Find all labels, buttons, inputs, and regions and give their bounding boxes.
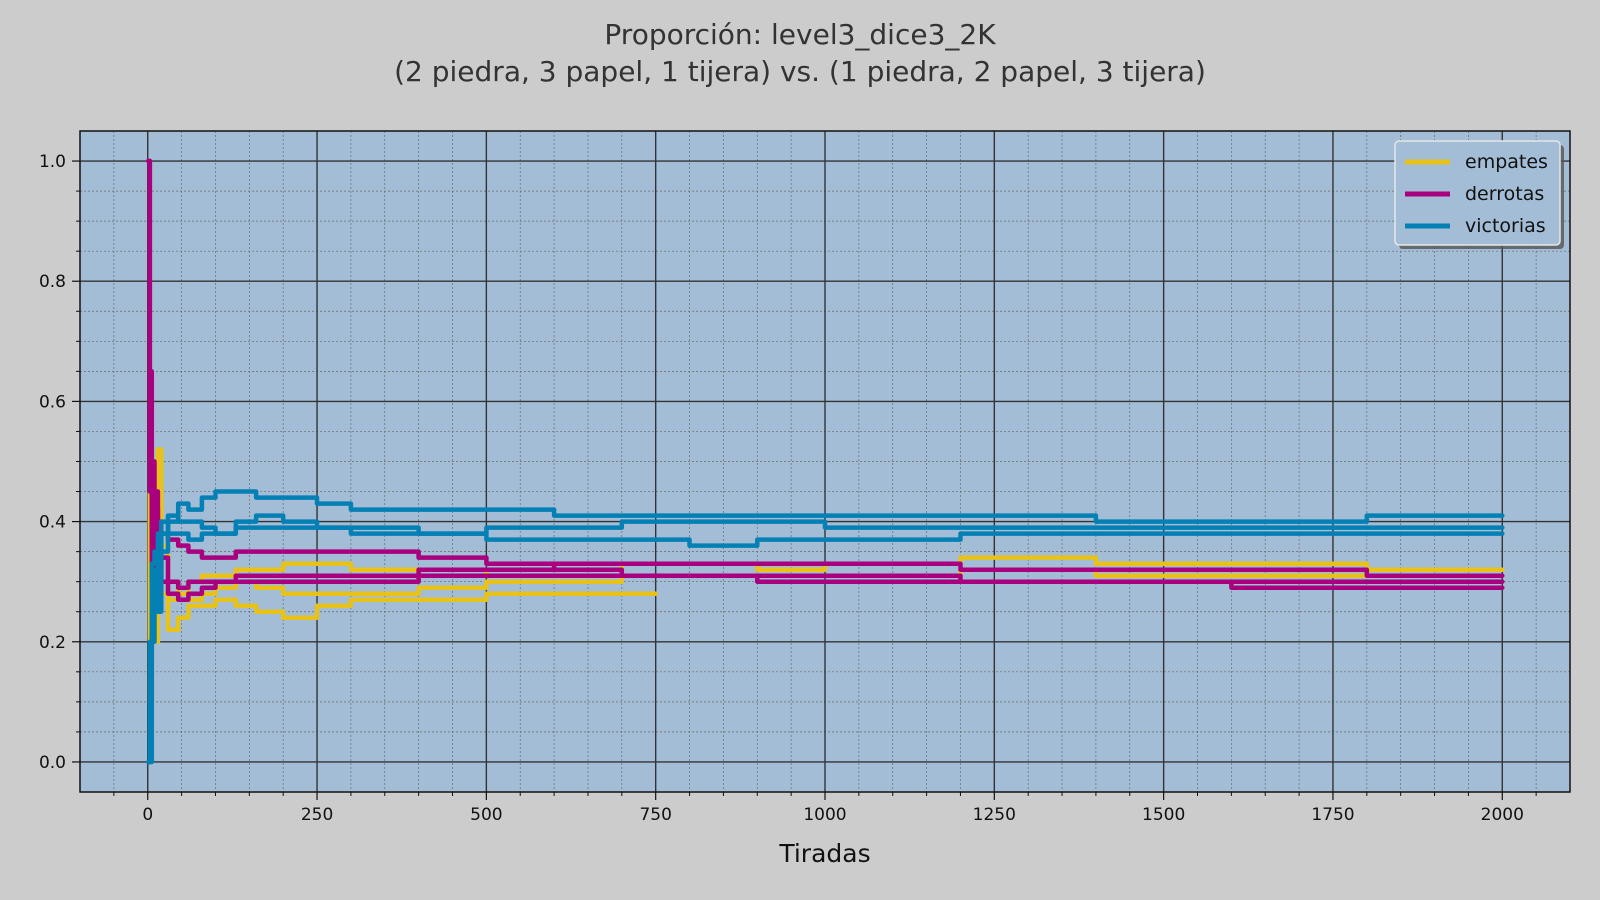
x-tick-label: 0 [142,805,153,825]
x-tick-label: 1750 [1311,805,1354,825]
y-tick-label: 0.2 [39,633,66,653]
legend-label-empates: empates [1465,151,1548,173]
x-tick-label: 1500 [1142,805,1185,825]
y-tick-label: 0.8 [39,272,66,292]
chart-subtitle: (2 piedra, 3 papel, 1 tijera) vs. (1 pie… [394,55,1206,88]
x-tick-label: 250 [301,805,333,825]
series-line-victorias [146,519,1505,765]
x-tick-label: 1250 [973,805,1016,825]
x-tick-label: 500 [470,805,502,825]
axis-ticks: 0 250 500 750 1000 1250 1500 1750 2000 0.0 0.2 0.4 0… [39,152,1537,825]
x-tick-label: 2000 [1481,805,1524,825]
y-tick-label: 0.6 [39,392,66,412]
y-tick-label: 1.0 [39,152,66,172]
series-line-derrotas [146,158,1505,602]
x-tick-label: 750 [639,805,671,825]
chart-title: Proporción: level3_dice3_2K [604,18,996,51]
y-tick-label: 0.4 [39,513,66,533]
legend-label-derrotas: derrotas [1465,183,1544,205]
y-tick-label: 0.0 [39,753,66,773]
x-tick-label: 1000 [803,805,846,825]
x-axis-label: Tiradas [778,839,870,868]
legend: empates derrotas victorias [1394,140,1564,249]
series-layer [146,158,1505,765]
series-line-victorias [146,489,1505,765]
legend-box [1394,140,1561,246]
legend-label-victorias: victorias [1465,215,1546,237]
